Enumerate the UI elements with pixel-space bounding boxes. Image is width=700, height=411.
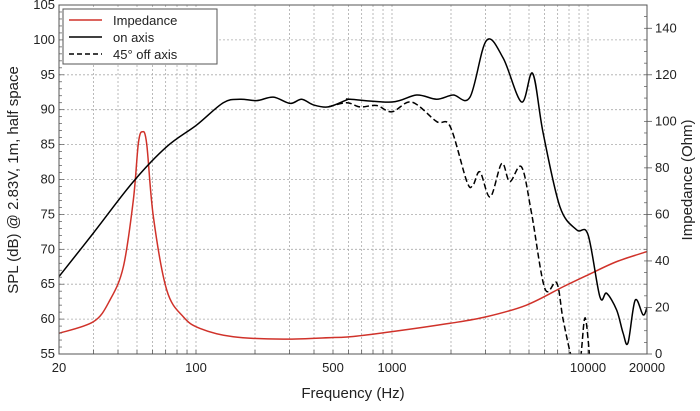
y2-tick-label: 80	[655, 160, 669, 175]
y2-tick-label: 140	[655, 20, 677, 35]
x-tick-label: 100	[185, 360, 207, 375]
y-tick-label: 85	[41, 137, 55, 152]
y-tick-label: 95	[41, 67, 55, 82]
y2-tick-label: 0	[655, 346, 662, 361]
y-tick-label: 55	[41, 346, 55, 361]
y-tick-label: 60	[41, 311, 55, 326]
series-line-impedance	[59, 130, 647, 340]
y-axis-label: SPL (dB) @ 2.83V, 1m, half space	[5, 66, 22, 294]
grid	[59, 5, 647, 354]
series-line-on-axis	[59, 38, 647, 346]
y-tick-label: 80	[41, 172, 55, 187]
y2-tick-label: 60	[655, 206, 669, 221]
y-tick-label: 65	[41, 276, 55, 291]
x-tick-label: 20000	[629, 360, 665, 375]
legend: Impedance on axis 45° off axis	[62, 8, 218, 65]
x-tick-label: 10000	[570, 360, 606, 375]
y-tick-label: 70	[41, 241, 55, 256]
ticks: 55 60 65 70 75 80 85 90 95 100 105 0 20 40 60 80 100 120 1…	[33, 0, 676, 375]
x-axis-label: Frequency (Hz)	[301, 385, 404, 402]
x-tick-label: 1000	[378, 360, 407, 375]
y2-tick-label: 20	[655, 299, 669, 314]
y2-tick-label: 100	[655, 113, 677, 128]
y2-axis-label: Impedance (Ohm)	[679, 120, 696, 241]
y-tick-label: 100	[33, 32, 55, 47]
series-line-45-off-axis	[328, 101, 591, 354]
legend-label-on-axis: on axis	[113, 30, 155, 45]
y-tick-label: 90	[41, 102, 55, 117]
legend-label-off-axis: 45° off axis	[113, 47, 178, 62]
x-tick-label: 20	[52, 360, 66, 375]
y-tick-label: 75	[41, 206, 55, 221]
series-group	[59, 38, 647, 354]
y2-tick-label: 40	[655, 253, 669, 268]
legend-label-impedance: Impedance	[113, 13, 177, 28]
y2-tick-label: 120	[655, 67, 677, 82]
x-tick-label: 500	[322, 360, 344, 375]
y-tick-label: 105	[33, 0, 55, 12]
